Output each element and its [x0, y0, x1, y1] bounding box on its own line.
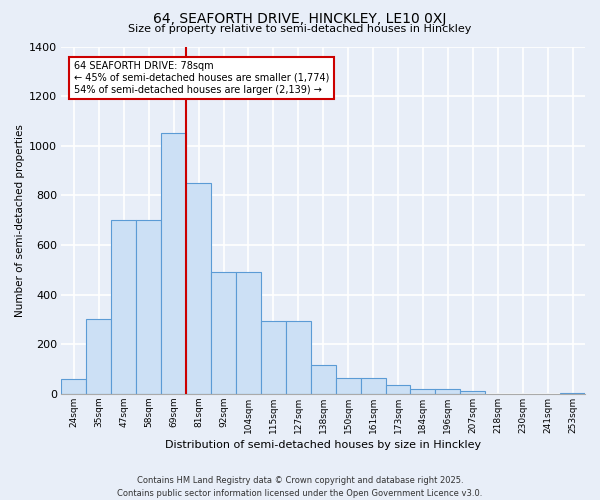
X-axis label: Distribution of semi-detached houses by size in Hinckley: Distribution of semi-detached houses by … [165, 440, 481, 450]
Bar [211, 272, 236, 394]
Y-axis label: Number of semi-detached properties: Number of semi-detached properties [15, 124, 25, 316]
Text: 64, SEAFORTH DRIVE, HINCKLEY, LE10 0XJ: 64, SEAFORTH DRIVE, HINCKLEY, LE10 0XJ [154, 12, 446, 26]
Bar [560, 392, 585, 394]
Bar [261, 320, 286, 394]
Bar [361, 378, 386, 394]
Bar [386, 385, 410, 394]
Bar [236, 272, 261, 394]
Bar [286, 320, 311, 394]
Text: 64 SEAFORTH DRIVE: 78sqm
← 45% of semi-detached houses are smaller (1,774)
54% o: 64 SEAFORTH DRIVE: 78sqm ← 45% of semi-d… [74, 62, 329, 94]
Bar [112, 220, 136, 394]
Bar [436, 389, 460, 394]
Bar [460, 392, 485, 394]
Bar [335, 378, 361, 394]
Bar [61, 379, 86, 394]
Bar [136, 220, 161, 394]
Bar [161, 134, 186, 394]
Bar [311, 366, 335, 394]
Text: Contains HM Land Registry data © Crown copyright and database right 2025.
Contai: Contains HM Land Registry data © Crown c… [118, 476, 482, 498]
Bar [86, 320, 112, 394]
Text: Size of property relative to semi-detached houses in Hinckley: Size of property relative to semi-detach… [128, 24, 472, 34]
Bar [186, 183, 211, 394]
Bar [410, 389, 436, 394]
